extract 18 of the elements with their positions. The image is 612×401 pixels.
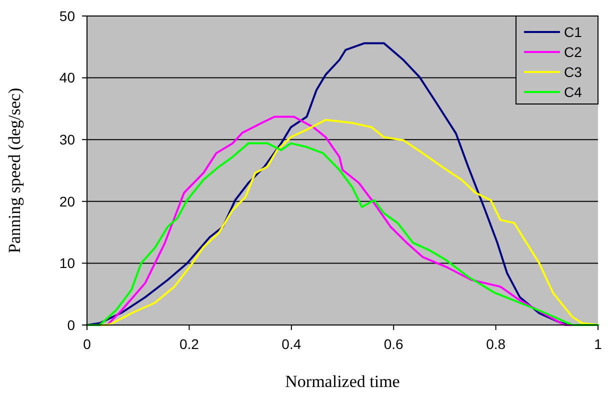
legend-label: C3 (564, 64, 582, 80)
y-tick-label: 30 (59, 132, 76, 148)
x-tick-label: 1 (594, 336, 602, 352)
x-tick-label: 0.6 (384, 336, 404, 352)
x-tick-label: 0.4 (282, 336, 302, 352)
x-axis-title: Normalized time (285, 372, 400, 391)
legend-label: C1 (564, 24, 582, 40)
y-tick-label: 20 (59, 193, 76, 210)
x-tick-label: 0.8 (486, 336, 506, 352)
y-axis-title: Panning speed (deg/sec) (5, 88, 24, 254)
legend-label: C4 (564, 84, 582, 100)
y-tick-label: 0 (67, 316, 76, 333)
x-tick-label: 0 (83, 336, 92, 352)
y-tick-label: 50 (59, 8, 76, 24)
legend-label: C2 (564, 44, 582, 60)
y-tick-label: 10 (59, 255, 76, 272)
y-tick-label: 40 (59, 70, 76, 86)
x-tick-label: 0.2 (179, 336, 200, 352)
